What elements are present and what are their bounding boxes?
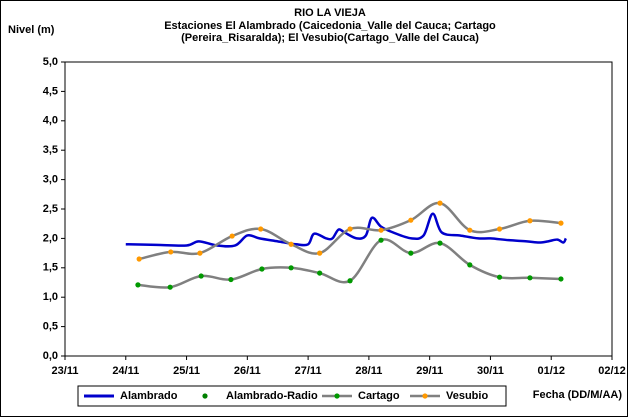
data-point [258, 226, 264, 232]
y-tick-label: 5,0 [43, 56, 58, 68]
x-tick-label: 28/11 [355, 365, 382, 377]
data-point [527, 218, 533, 224]
x-tick-label: 24/11 [112, 365, 139, 377]
y-axis-label: Nivel (m) [8, 24, 55, 36]
data-point [228, 276, 234, 283]
data-point [437, 200, 443, 206]
y-tick-label: 1,0 [43, 291, 58, 303]
data-point [198, 273, 204, 279]
legend-label: Vesubio [446, 390, 488, 402]
y-tick-label: 4,0 [43, 115, 58, 127]
data-point [378, 237, 384, 243]
data-point [467, 262, 473, 268]
legend-label: Alambrado-Radio [226, 390, 318, 402]
x-tick-label: 27/11 [295, 365, 322, 377]
data-point [259, 266, 265, 272]
data-point [408, 250, 414, 256]
data-point [167, 284, 173, 290]
x-tick-label: 26/11 [234, 365, 261, 377]
y-tick-label: 2,5 [43, 203, 58, 215]
legend-label: Cartago [358, 390, 400, 402]
legend-marker [202, 393, 208, 399]
chart-title: RIO LA VIEJA [294, 7, 366, 19]
data-point [347, 278, 353, 284]
data-point [496, 226, 503, 232]
x-tick-label: 25/11 [173, 365, 200, 377]
y-tick-label: 2,0 [43, 232, 58, 244]
data-point [197, 250, 203, 256]
y-tick-label: 0,0 [43, 350, 58, 362]
y-tick-label: 3,5 [43, 144, 58, 156]
x-tick-label: 23/11 [52, 365, 79, 377]
data-point [558, 220, 564, 226]
data-point [347, 226, 353, 232]
x-axis-label: Fecha (DD/M/AA) [533, 389, 623, 401]
data-point [496, 274, 503, 280]
y-tick-label: 4,5 [43, 85, 58, 97]
x-tick-label: 02/12 [598, 365, 626, 377]
y-tick-label: 1,5 [43, 262, 58, 274]
legend-marker [334, 393, 340, 399]
data-point [317, 270, 323, 276]
legend [77, 385, 507, 407]
data-point [527, 275, 533, 281]
chart-subtitle: Estaciones El Alambrado (Caicedonia_Vall… [164, 20, 496, 32]
data-point [135, 282, 141, 288]
y-tick-label: 0,5 [43, 321, 58, 333]
chart-subtitle: (Pereira_Risaralda); El Vesubio(Cartago_… [181, 32, 479, 44]
x-tick-label: 01/12 [537, 365, 565, 377]
y-tick-label: 3,0 [43, 174, 58, 186]
data-point [408, 217, 414, 223]
data-point [229, 233, 235, 239]
data-point [558, 276, 564, 282]
data-point [288, 241, 294, 247]
data-point [378, 227, 384, 233]
data-point [317, 250, 323, 256]
data-point [437, 240, 443, 246]
data-point [168, 249, 174, 255]
data-point [136, 256, 142, 262]
data-point [467, 227, 473, 233]
series-line [125, 212, 567, 248]
x-tick-label: 30/11 [477, 365, 504, 377]
legend-label: Alambrado [120, 390, 178, 402]
x-tick-label: 29/11 [416, 365, 443, 377]
data-point [288, 265, 294, 271]
legend-marker [422, 393, 428, 399]
